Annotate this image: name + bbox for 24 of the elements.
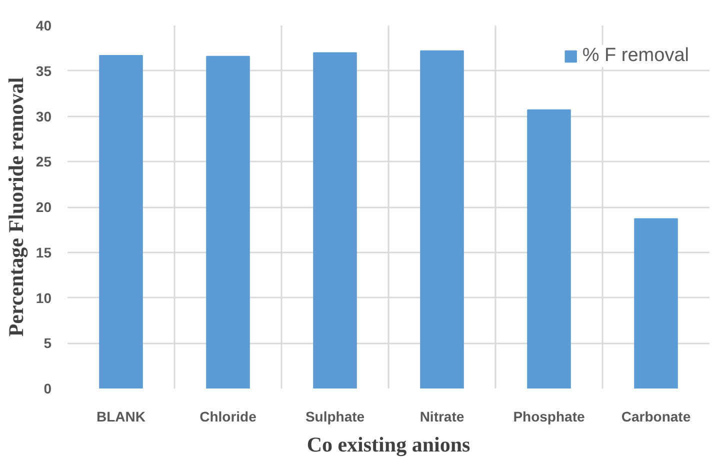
x-tick-label: Carbonate (621, 408, 691, 424)
y-tick-label: 30 (36, 108, 52, 124)
x-tick-label: Chloride (200, 408, 257, 424)
x-tick-label: Phosphate (513, 408, 585, 424)
x-tick-label: BLANK (96, 408, 146, 424)
bar (313, 52, 357, 388)
y-tick-label: 15 (36, 244, 52, 260)
y-tick-label: 5 (44, 335, 52, 352)
bar (527, 109, 571, 388)
x-tick-label: Nitrate (420, 408, 464, 424)
y-tick-label: 0 (44, 380, 52, 396)
y-axis-title: Percentage Fluoride removal (4, 77, 28, 337)
bar (99, 54, 143, 388)
y-tick-label: 10 (36, 290, 52, 306)
bar (634, 218, 678, 388)
bar (206, 56, 250, 388)
y-tick-label: 25 (36, 154, 52, 170)
x-axis-title: Co existing anions (306, 432, 470, 456)
y-tick-label: 35 (36, 62, 52, 79)
y-tick-label: 20 (36, 199, 52, 215)
x-tick-label: Sulphate (305, 408, 365, 424)
legend-label: % F removal (582, 45, 689, 67)
bar (420, 50, 464, 388)
y-tick-label: 40 (36, 18, 52, 34)
